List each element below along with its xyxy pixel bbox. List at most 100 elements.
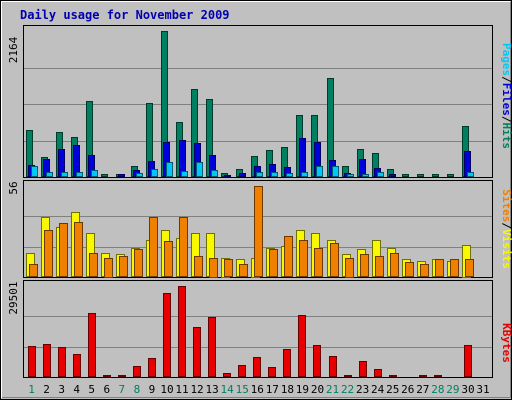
- bar-sites-2: [44, 230, 53, 277]
- bar-pages-17: [271, 172, 278, 177]
- bar-kbytes-17: [268, 367, 276, 377]
- x-label-day-3: 3: [58, 383, 65, 396]
- bar-kbytes-19: [298, 315, 306, 377]
- bar-pages-4: [76, 172, 83, 177]
- bar-sites-25: [390, 253, 399, 277]
- bar-pages-1: [31, 166, 38, 177]
- bar-kbytes-22: [344, 375, 352, 377]
- x-label-day-15: 15: [236, 383, 249, 396]
- bar-kbytes-11: [178, 286, 186, 377]
- bar-hits-29: [447, 174, 454, 177]
- bar-sites-12: [194, 256, 203, 277]
- bar-pages-11: [181, 171, 188, 177]
- bar-kbytes-18: [283, 349, 291, 377]
- right-label-part: Sites: [500, 189, 512, 222]
- bar-kbytes-20: [313, 345, 321, 377]
- right-label-part: /: [500, 76, 512, 83]
- bar-kbytes-1: [28, 346, 36, 377]
- bar-sites-3: [59, 223, 68, 277]
- bar-kbytes-15: [238, 365, 246, 377]
- bar-kbytes-23: [359, 361, 367, 377]
- bar-kbytes-27: [419, 375, 427, 377]
- bar-kbytes-9: [148, 358, 156, 377]
- bar-kbytes-10: [163, 293, 171, 377]
- panel-frame: [23, 25, 493, 178]
- bar-kbytes-21: [329, 356, 337, 377]
- bar-sites-17: [269, 249, 278, 277]
- bar-kbytes-25: [389, 375, 397, 377]
- bar-kbytes-6: [103, 375, 111, 377]
- right-label-top: Pages/Files/Hits: [500, 43, 512, 149]
- x-label-day-28: 28: [431, 383, 444, 396]
- bar-sites-11: [179, 217, 188, 277]
- bar-sites-24: [375, 256, 384, 277]
- bar-sites-19: [299, 240, 308, 277]
- bar-sites-21: [330, 243, 339, 277]
- x-label-day-24: 24: [371, 383, 385, 396]
- x-label-day-27: 27: [416, 383, 429, 396]
- bar-files-7: [118, 174, 125, 177]
- bar-sites-30: [465, 259, 474, 277]
- panel-visits-sites: [23, 180, 493, 278]
- x-label-day-29: 29: [446, 383, 459, 396]
- middle-panel-max-label: 56: [7, 181, 20, 194]
- x-label-day-13: 13: [206, 383, 219, 396]
- bar-hits-28: [432, 174, 439, 177]
- bar-kbytes-30: [464, 345, 472, 377]
- bar-pages-18: [286, 173, 293, 177]
- bar-sites-18: [284, 236, 293, 277]
- bar-sites-28: [435, 259, 444, 277]
- bar-kbytes-2: [43, 344, 51, 377]
- bar-kbytes-3: [58, 347, 66, 377]
- bar-sites-29: [450, 259, 459, 277]
- bar-pages-8: [136, 173, 143, 177]
- bar-sites-20: [314, 248, 323, 277]
- top-panel-max-label: 2164: [7, 36, 20, 63]
- x-label-day-12: 12: [190, 383, 203, 396]
- bar-pages-20: [316, 166, 323, 177]
- x-label-day-11: 11: [175, 383, 188, 396]
- x-label-day-9: 9: [149, 383, 156, 396]
- x-label-day-17: 17: [266, 383, 279, 396]
- x-label-day-20: 20: [311, 383, 324, 396]
- right-label-part: Files: [500, 83, 512, 116]
- bar-sites-4: [74, 222, 83, 277]
- bar-pages-21: [332, 166, 339, 177]
- x-label-day-16: 16: [251, 383, 264, 396]
- bar-sites-10: [164, 241, 173, 277]
- bar-sites-15: [239, 264, 248, 277]
- x-label-day-8: 8: [134, 383, 141, 396]
- bar-sites-1: [29, 264, 38, 277]
- bar-pages-22: [347, 174, 354, 177]
- bar-sites-9: [149, 217, 158, 277]
- bar-pages-2: [46, 172, 53, 177]
- right-label-part: /: [500, 116, 512, 123]
- bar-sites-22: [345, 258, 354, 278]
- x-label-day-30: 30: [461, 383, 474, 396]
- bar-sites-7: [119, 256, 128, 277]
- right-label-bottom: KBytes: [500, 323, 512, 363]
- x-label-day-18: 18: [281, 383, 294, 396]
- x-label-day-19: 19: [296, 383, 309, 396]
- panel-kbytes: [23, 280, 493, 378]
- bar-kbytes-16: [253, 357, 261, 377]
- bar-sites-8: [134, 249, 143, 277]
- bar-sites-5: [89, 253, 98, 277]
- x-label-day-23: 23: [356, 383, 369, 396]
- bar-sites-26: [405, 262, 414, 277]
- bar-sites-27: [420, 264, 429, 277]
- bar-pages-12: [196, 162, 203, 177]
- bar-kbytes-8: [133, 366, 141, 377]
- right-label-middle: Sites/Visits: [500, 189, 512, 269]
- bar-kbytes-24: [374, 369, 382, 377]
- bar-kbytes-28: [434, 375, 442, 377]
- panel-hits-files-pages: [23, 25, 493, 178]
- x-label-day-25: 25: [386, 383, 399, 396]
- x-label-day-4: 4: [73, 383, 80, 396]
- bar-pages-13: [211, 170, 218, 177]
- bottom-panel-max-label: 29501: [7, 281, 20, 314]
- bar-sites-23: [360, 254, 369, 277]
- x-label-day-7: 7: [119, 383, 126, 396]
- bar-pages-3: [61, 172, 68, 177]
- bar-files-15: [239, 173, 246, 177]
